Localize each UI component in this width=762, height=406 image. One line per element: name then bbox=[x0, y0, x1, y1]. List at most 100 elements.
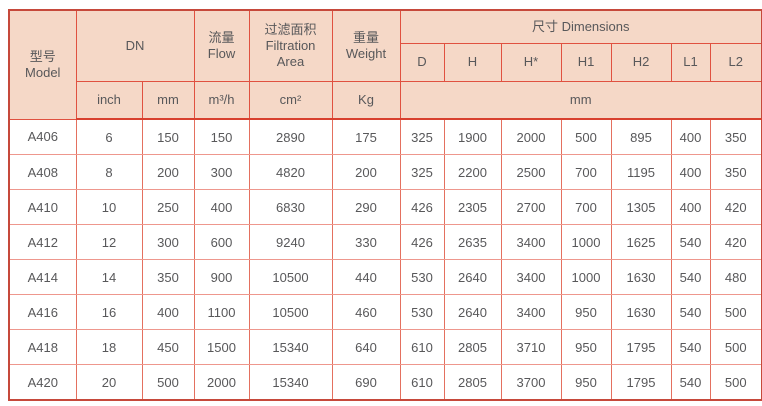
dim-col-header-l1: L1 bbox=[670, 43, 711, 82]
unit-header-dims: mm bbox=[399, 81, 762, 120]
value-cell: 400 bbox=[141, 294, 195, 330]
value-cell: 2700 bbox=[500, 189, 562, 225]
value-cell: 500 bbox=[141, 364, 195, 401]
table-row: A410 10 250 400 6830 290 426 2305 2700 7… bbox=[8, 189, 762, 225]
value-cell: 200 bbox=[331, 154, 401, 190]
value-cell: 300 bbox=[193, 154, 250, 190]
value-cell: 1000 bbox=[560, 224, 612, 260]
col-header-weight-en: Weight bbox=[345, 46, 387, 61]
unit-header-area: cm² bbox=[248, 81, 333, 120]
value-cell: 1195 bbox=[610, 154, 672, 190]
value-cell: 150 bbox=[193, 118, 250, 155]
value-cell: 350 bbox=[709, 118, 762, 155]
value-cell: 400 bbox=[193, 189, 250, 225]
value-cell: 540 bbox=[670, 259, 711, 295]
value-cell: 15340 bbox=[248, 364, 333, 401]
value-cell: 700 bbox=[560, 189, 612, 225]
unit-header-mm: mm bbox=[141, 81, 195, 120]
value-cell: 300 bbox=[141, 224, 195, 260]
dim-col-header-h2: H2 bbox=[610, 43, 672, 82]
value-cell: 14 bbox=[75, 259, 143, 295]
model-cell: A406 bbox=[8, 118, 77, 155]
value-cell: 480 bbox=[709, 259, 762, 295]
value-cell: 1795 bbox=[610, 329, 672, 365]
col-header-filtration-en: Filtration Area bbox=[265, 37, 316, 70]
value-cell: 2200 bbox=[443, 154, 502, 190]
value-cell: 3400 bbox=[500, 294, 562, 330]
value-cell: 10500 bbox=[248, 259, 333, 295]
value-cell: 420 bbox=[709, 189, 762, 225]
value-cell: 9240 bbox=[248, 224, 333, 260]
value-cell: 2890 bbox=[248, 118, 333, 155]
value-cell: 330 bbox=[331, 224, 401, 260]
model-cell: A418 bbox=[8, 329, 77, 365]
value-cell: 10500 bbox=[248, 294, 333, 330]
value-cell: 2305 bbox=[443, 189, 502, 225]
value-cell: 460 bbox=[331, 294, 401, 330]
value-cell: 900 bbox=[193, 259, 250, 295]
value-cell: 540 bbox=[670, 364, 711, 401]
col-header-flow: 流量 Flow bbox=[193, 9, 250, 82]
value-cell: 440 bbox=[331, 259, 401, 295]
value-cell: 12 bbox=[75, 224, 143, 260]
value-cell: 530 bbox=[399, 294, 445, 330]
value-cell: 2640 bbox=[443, 294, 502, 330]
value-cell: 3700 bbox=[500, 364, 562, 401]
unit-header-weight: Kg bbox=[331, 81, 401, 120]
col-header-filtration-zh: 过滤面积 bbox=[264, 21, 317, 37]
value-cell: 610 bbox=[399, 329, 445, 365]
header-row-3: inch mm m³/h cm² Kg mm bbox=[9, 81, 762, 120]
value-cell: 500 bbox=[709, 294, 762, 330]
value-cell: 400 bbox=[670, 118, 711, 155]
spec-table: 型号 Model DN 流量 Flow 过滤面积 Filtration Area… bbox=[8, 9, 762, 401]
value-cell: 600 bbox=[193, 224, 250, 260]
value-cell: 6830 bbox=[248, 189, 333, 225]
value-cell: 18 bbox=[75, 329, 143, 365]
value-cell: 610 bbox=[399, 364, 445, 401]
value-cell: 6 bbox=[75, 118, 143, 155]
value-cell: 1795 bbox=[610, 364, 672, 401]
value-cell: 4820 bbox=[248, 154, 333, 190]
value-cell: 950 bbox=[560, 364, 612, 401]
dim-col-header-hstar: H* bbox=[500, 43, 562, 82]
value-cell: 3400 bbox=[500, 224, 562, 260]
value-cell: 895 bbox=[610, 118, 672, 155]
value-cell: 1500 bbox=[193, 329, 250, 365]
value-cell: 450 bbox=[141, 329, 195, 365]
value-cell: 540 bbox=[670, 329, 711, 365]
value-cell: 325 bbox=[399, 118, 445, 155]
value-cell: 530 bbox=[399, 259, 445, 295]
header-row-1: 型号 Model DN 流量 Flow 过滤面积 Filtration Area… bbox=[8, 9, 762, 120]
value-cell: 400 bbox=[670, 189, 711, 225]
value-cell: 400 bbox=[670, 154, 711, 190]
value-cell: 700 bbox=[560, 154, 612, 190]
value-cell: 690 bbox=[331, 364, 401, 401]
value-cell: 15340 bbox=[248, 329, 333, 365]
value-cell: 1630 bbox=[610, 294, 672, 330]
value-cell: 16 bbox=[75, 294, 143, 330]
value-cell: 150 bbox=[141, 118, 195, 155]
value-cell: 1305 bbox=[610, 189, 672, 225]
col-header-flow-en: Flow bbox=[207, 46, 236, 61]
value-cell: 500 bbox=[560, 118, 612, 155]
value-cell: 175 bbox=[331, 118, 401, 155]
dim-col-header-l2: L2 bbox=[709, 43, 762, 82]
value-cell: 325 bbox=[399, 154, 445, 190]
table-row: A414 14 350 900 10500 440 530 2640 3400 … bbox=[8, 259, 762, 295]
value-cell: 350 bbox=[141, 259, 195, 295]
value-cell: 2500 bbox=[500, 154, 562, 190]
model-cell: A420 bbox=[8, 364, 77, 401]
value-cell: 3710 bbox=[500, 329, 562, 365]
model-cell: A408 bbox=[8, 154, 77, 190]
value-cell: 950 bbox=[560, 294, 612, 330]
col-header-model: 型号 Model bbox=[8, 9, 77, 120]
col-header-dn: DN bbox=[75, 9, 195, 82]
unit-header-flow: m³/h bbox=[193, 81, 250, 120]
value-cell: 420 bbox=[709, 224, 762, 260]
value-cell: 540 bbox=[670, 294, 711, 330]
table-row: A416 16 400 1100 10500 460 530 2640 3400… bbox=[8, 294, 762, 330]
header-row-2: D H H* H1 H2 L1 L2 bbox=[9, 43, 762, 82]
col-header-flow-zh: 流量 bbox=[208, 29, 235, 45]
col-header-filtration: 过滤面积 Filtration Area bbox=[248, 9, 333, 82]
